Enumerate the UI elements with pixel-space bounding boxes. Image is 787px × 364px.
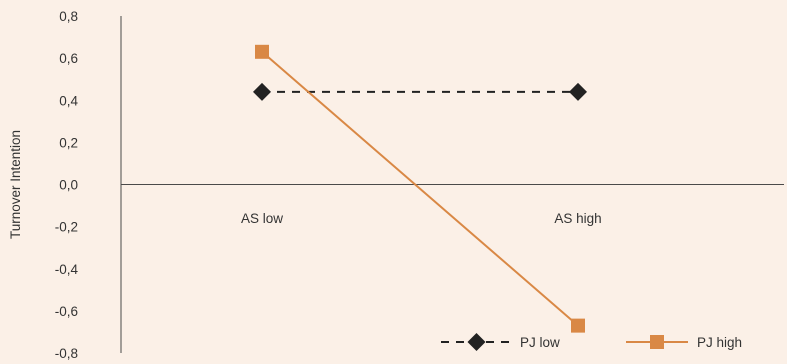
y-tick-label: -0,2 bbox=[55, 220, 78, 235]
y-tick-label: 0,6 bbox=[59, 51, 78, 66]
data-point bbox=[255, 44, 269, 59]
y-tick-label: 0,8 bbox=[59, 9, 78, 24]
y-tick-label: -0,4 bbox=[55, 262, 79, 277]
y-axis-title: Turnover Intention bbox=[8, 130, 23, 239]
legend-label: PJ low bbox=[520, 335, 560, 350]
data-point bbox=[569, 82, 587, 101]
data-point bbox=[571, 318, 585, 333]
y-tick-label: 0,4 bbox=[59, 93, 78, 108]
x-category-label: AS high bbox=[554, 211, 601, 226]
series-pj-high bbox=[255, 44, 585, 333]
legend: PJ low PJ high bbox=[441, 333, 742, 351]
x-axis-categories: AS low AS high bbox=[241, 211, 602, 226]
y-tick-label: 0,0 bbox=[59, 178, 78, 193]
y-tick-label: 0,2 bbox=[59, 135, 78, 150]
legend-marker bbox=[467, 333, 486, 351]
legend-marker bbox=[650, 335, 664, 349]
legend-label: PJ high bbox=[697, 335, 742, 350]
series-pj-low bbox=[253, 82, 587, 101]
y-tick-label: -0,6 bbox=[55, 304, 78, 319]
series-line bbox=[261, 51, 579, 327]
legend-item-pj-high: PJ high bbox=[626, 335, 742, 350]
legend-item-pj-low: PJ low bbox=[441, 333, 560, 351]
y-tick-label: -0,8 bbox=[55, 346, 78, 361]
series-layer bbox=[253, 44, 587, 333]
y-axis-ticks: 0,8 0,6 0,4 0,2 0,0 -0,2 -0,4 -0,6 -0,8 bbox=[55, 9, 79, 361]
data-point bbox=[253, 82, 271, 101]
x-category-label: AS low bbox=[241, 211, 283, 226]
